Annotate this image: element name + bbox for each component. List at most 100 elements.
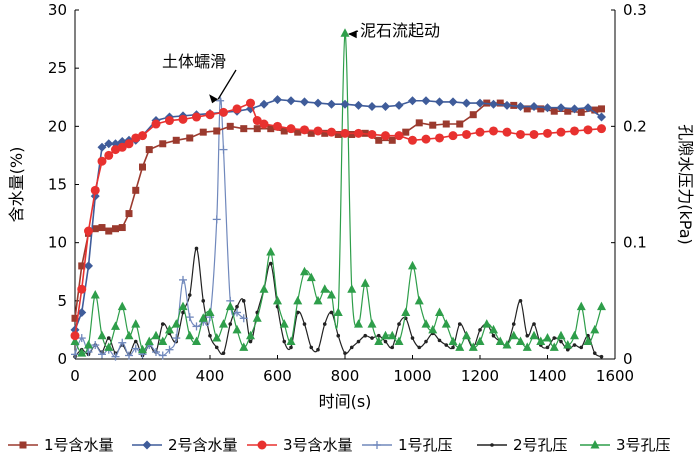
data-point (597, 124, 606, 134)
data-point (70, 331, 80, 341)
data-point (97, 156, 107, 166)
data-point (90, 185, 100, 195)
legend-item-1号含水量: 1号含水量 (8, 436, 114, 454)
y-tick-label-left: 0 (57, 350, 67, 368)
data-point (435, 97, 444, 107)
data-point (313, 295, 323, 305)
data-point (590, 324, 600, 334)
data-point (387, 330, 397, 340)
data-point (579, 345, 584, 350)
data-point (444, 343, 449, 347)
data-point (201, 299, 206, 303)
data-point (252, 313, 262, 322)
data-point (390, 345, 395, 350)
data-point (370, 336, 374, 340)
data-point (84, 226, 93, 236)
data-point (306, 272, 316, 282)
data-point (228, 322, 233, 326)
data-point (286, 124, 296, 134)
data-point (478, 328, 482, 332)
y-tick-label-right: 0.1 (623, 234, 647, 252)
data-point (104, 150, 114, 160)
data-point (185, 313, 194, 322)
data-point (226, 122, 234, 130)
data-point (597, 301, 606, 311)
data-point (564, 107, 572, 115)
annotation-creep-arrowhead (209, 94, 219, 104)
data-point (267, 125, 275, 133)
data-point (151, 330, 161, 340)
y-axis-right-title: 孔隙水压力(kPa) (676, 124, 695, 245)
data-point (219, 319, 228, 328)
data-point (181, 310, 185, 315)
legend-item-3号含水量: 3号含水量 (247, 436, 353, 454)
data-point (232, 324, 242, 334)
data-point (259, 284, 269, 293)
data-point (104, 342, 114, 351)
data-point (186, 134, 194, 142)
data-point (199, 128, 207, 136)
data-point (469, 111, 477, 119)
data-point (78, 262, 86, 270)
data-point (124, 330, 134, 340)
data-point (401, 307, 411, 316)
data-point (549, 342, 559, 351)
data-point (208, 333, 212, 338)
data-point (118, 338, 127, 347)
data-point (475, 127, 485, 137)
data-point (552, 336, 557, 340)
data-point (111, 145, 120, 155)
data-point (421, 319, 431, 328)
data-point (502, 127, 512, 137)
data-point (327, 290, 336, 299)
data-point (70, 336, 80, 346)
data-point (532, 322, 536, 326)
data-point (142, 440, 152, 450)
series-3号含水量 (70, 98, 606, 341)
data-point (511, 322, 516, 326)
data-point (435, 307, 444, 316)
data-point (286, 96, 296, 106)
data-point (572, 343, 577, 347)
data-point (522, 342, 532, 351)
data-point (151, 119, 161, 129)
data-point (529, 102, 539, 112)
data-point (356, 339, 361, 344)
data-point (91, 341, 100, 350)
data-point (302, 322, 307, 326)
data-point (490, 443, 494, 447)
data-point (280, 127, 288, 135)
data-point (525, 333, 530, 338)
data-point (104, 139, 114, 149)
data-point (329, 310, 334, 315)
data-point (316, 347, 320, 352)
data-point (516, 129, 525, 139)
data-point (348, 130, 356, 138)
legend-label: 3号孔压 (616, 436, 671, 454)
legend-item-3号孔压: 3号孔压 (580, 436, 671, 454)
data-point (516, 102, 525, 112)
data-point (91, 225, 99, 233)
data-point (118, 224, 126, 232)
y-tick-label-left: 30 (48, 1, 67, 19)
data-point (448, 131, 458, 141)
series-3号孔压 (70, 28, 606, 357)
data-point (545, 345, 550, 350)
data-point (475, 336, 485, 346)
data-point (367, 319, 377, 328)
data-point (192, 112, 201, 122)
data-point (363, 333, 368, 338)
data-point (98, 350, 106, 359)
data-point (448, 97, 458, 107)
data-point (205, 307, 215, 316)
data-point (457, 322, 462, 326)
data-point (354, 128, 363, 138)
data-point (383, 339, 388, 344)
data-point (437, 338, 442, 343)
data-point (496, 99, 504, 107)
data-point (475, 98, 485, 108)
legend-label: 1号含水量 (44, 436, 114, 454)
data-point (570, 104, 579, 114)
data-point (97, 330, 107, 340)
